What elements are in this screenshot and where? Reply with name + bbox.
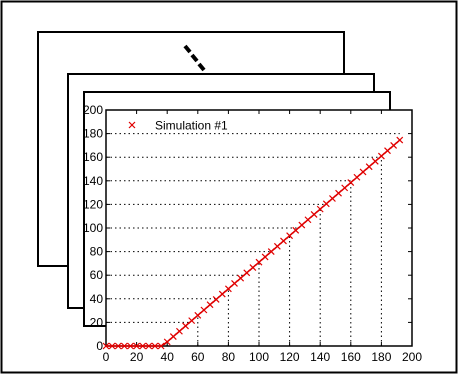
data-point — [237, 274, 245, 282]
data-point — [188, 317, 196, 325]
data-point — [133, 342, 141, 350]
x-tick-label: 0 — [103, 350, 110, 364]
data-point — [347, 179, 355, 186]
data-point — [292, 226, 300, 234]
data-point — [255, 258, 263, 266]
legend-label: Simulation #1 — [155, 119, 228, 133]
x-tick-labels: 0 20 40 60 80 100 120 140 160 180 200 — [103, 350, 423, 364]
y-tick-label: 100 — [83, 221, 103, 235]
data-point — [218, 290, 226, 298]
data-point — [163, 338, 171, 346]
data-point — [114, 342, 122, 350]
data-point — [231, 280, 238, 287]
data-point — [280, 237, 287, 245]
y-tick-label: 180 — [83, 127, 103, 141]
data-point — [359, 168, 367, 176]
data-point — [316, 205, 324, 213]
data-point — [157, 342, 165, 350]
data-point — [377, 152, 385, 160]
x-tick-label: 60 — [191, 350, 205, 364]
x-tick-label: 100 — [249, 350, 269, 364]
data-point — [335, 189, 342, 197]
x-tick-label: 200 — [402, 350, 422, 364]
data-point — [286, 232, 294, 240]
data-point — [102, 342, 110, 350]
data-point — [200, 306, 208, 314]
x-tick-label: 40 — [161, 350, 175, 364]
y-tick-label: 0 — [96, 339, 103, 353]
data-point — [243, 269, 251, 277]
x-tick-label: 120 — [280, 350, 300, 364]
data-point — [341, 184, 349, 192]
data-point — [182, 322, 189, 330]
x-tick-label: 140 — [310, 350, 330, 364]
data-point — [224, 285, 232, 293]
data-point — [169, 333, 177, 340]
data-point — [145, 342, 153, 350]
y-tick-label: 40 — [90, 292, 104, 306]
data-point — [365, 163, 373, 171]
y-tick-labels: 0 20 40 60 80 100 120 140 160 180 200 — [83, 103, 103, 353]
y-tick-label: 140 — [83, 174, 103, 188]
more-frames-ellipsis — [183, 44, 206, 72]
data-point — [120, 342, 128, 350]
x-tick-label: 80 — [222, 350, 236, 364]
legend: Simulation #1 — [128, 119, 228, 133]
y-tick-label: 200 — [83, 103, 103, 117]
data-point — [371, 157, 379, 165]
x-tick-label: 160 — [341, 350, 361, 364]
x-tick-label: 20 — [130, 350, 144, 364]
data-point — [353, 173, 361, 181]
y-tick-label: 20 — [90, 315, 104, 329]
y-tick-label: 60 — [90, 268, 104, 282]
legend-marker-icon — [128, 121, 136, 129]
data-point — [304, 216, 312, 224]
data-point — [390, 141, 398, 149]
data-point — [212, 295, 220, 303]
data-point — [151, 342, 159, 350]
x-tick-label: 180 — [371, 350, 391, 364]
data-point — [310, 211, 318, 218]
grid-lines — [106, 133, 400, 346]
data-point — [206, 301, 214, 309]
data-point — [322, 200, 330, 208]
data-point — [108, 342, 116, 350]
data-point — [267, 248, 275, 256]
data-point — [127, 342, 134, 350]
data-point — [329, 195, 336, 202]
data-point — [194, 311, 202, 319]
y-tick-label: 120 — [83, 197, 103, 211]
data-point — [273, 242, 281, 250]
data-point — [396, 136, 404, 144]
y-tick-label: 160 — [83, 150, 103, 164]
data-point — [298, 221, 306, 229]
y-tick-label: 80 — [90, 245, 104, 259]
data-point — [176, 327, 183, 335]
data-point — [139, 342, 147, 350]
data-point — [249, 264, 257, 271]
data-point — [384, 147, 391, 155]
data-point — [261, 253, 269, 261]
series-markers — [102, 136, 404, 350]
